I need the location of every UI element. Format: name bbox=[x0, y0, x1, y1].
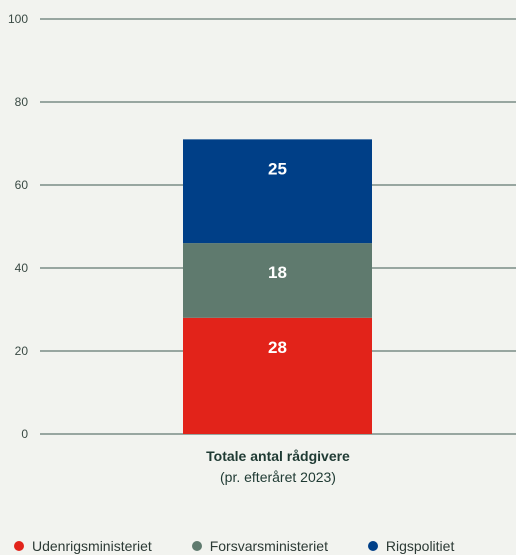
y-tick-label: 0 bbox=[21, 427, 28, 441]
legend-item-rigspolitiet: Rigspolitiet bbox=[367, 538, 455, 554]
data-label-udenrigsministeriet: 28 bbox=[268, 338, 287, 357]
chart: 0 20 40 60 80 100 28 18 25 Totale antal rådgive… bbox=[8, 12, 516, 485]
category-subtitle: (pr. efteråret 2023) bbox=[220, 469, 336, 485]
bar-segment-rigspolitiet bbox=[183, 139, 372, 244]
y-tick-label: 100 bbox=[8, 12, 28, 26]
legend-label: Rigspolitiet bbox=[385, 538, 455, 554]
stacked-bar: 28 18 25 bbox=[183, 139, 372, 434]
legend-item-udenrigsministeriet: Udenrigsministeriet bbox=[14, 538, 152, 554]
legend: Udenrigsministeriet Forsvarsministeriet … bbox=[14, 538, 490, 554]
legend-item-forsvarsministeriet: Forsvarsministeriet bbox=[191, 538, 328, 554]
y-tick-label: 20 bbox=[15, 344, 29, 358]
y-tick-label: 40 bbox=[15, 261, 29, 275]
legend-label: Forsvarsministeriet bbox=[209, 538, 328, 554]
y-tick-label: 80 bbox=[15, 95, 29, 109]
legend-dot-icon bbox=[191, 541, 202, 551]
data-label-rigspolitiet: 25 bbox=[268, 159, 287, 178]
legend-dot-icon bbox=[14, 541, 24, 551]
legend-dot-icon bbox=[367, 541, 378, 551]
data-label-forsvarsministeriet: 18 bbox=[268, 263, 287, 282]
bar-segment-udenrigsministeriet bbox=[183, 317, 372, 434]
bar-segment-forsvarsministeriet bbox=[183, 243, 372, 318]
legend-label: Udenrigsministeriet bbox=[32, 538, 152, 554]
category-label: Totale antal rådgivere bbox=[206, 448, 350, 464]
y-axis-ticks: 0 20 40 60 80 100 bbox=[8, 12, 28, 441]
y-tick-label: 60 bbox=[15, 178, 29, 192]
